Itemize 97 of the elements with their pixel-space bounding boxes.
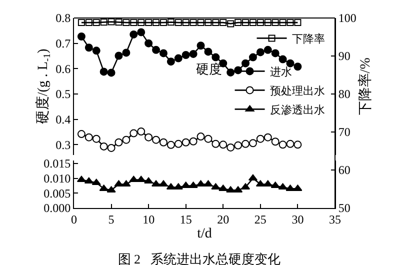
legend-title: 硬度: [196, 62, 222, 77]
point: [271, 49, 280, 58]
point: [242, 59, 250, 68]
point: [204, 48, 212, 56]
x-axis-title: t/d: [197, 226, 212, 242]
point: [248, 139, 257, 148]
point: [84, 44, 93, 52]
legend-label: 反渗透出水: [270, 103, 325, 116]
point: [189, 50, 198, 58]
point: [196, 132, 205, 141]
point: [196, 42, 205, 50]
y-tick-label: 0.6: [56, 62, 71, 76]
y-tick-label: 0.8: [56, 11, 71, 26]
point: [278, 55, 287, 64]
point: [114, 52, 123, 60]
point: [226, 68, 235, 76]
y2-tick-label: 90: [338, 49, 350, 64]
point: [77, 130, 86, 138]
point: [152, 136, 160, 144]
x-tick-label: 0: [71, 212, 77, 226]
point: [189, 137, 198, 146]
point: [174, 54, 182, 62]
point: [130, 129, 138, 138]
point: [166, 58, 175, 66]
point: [242, 140, 250, 148]
point: [144, 133, 153, 142]
y-tick-label: 0.7: [56, 36, 71, 51]
point: [152, 46, 160, 54]
point: [122, 136, 130, 144]
legend-label: 进水: [270, 65, 292, 78]
point: [144, 39, 153, 48]
point: [92, 178, 101, 186]
x-tick-label: 25: [254, 212, 266, 226]
point: [182, 138, 190, 146]
point: [122, 48, 130, 57]
x-tick-label: 10: [142, 212, 155, 226]
point: [100, 142, 108, 150]
y2-tick-label: 60: [338, 163, 350, 178]
point: [77, 32, 86, 40]
point: [159, 49, 168, 58]
point: [107, 68, 116, 77]
point: [212, 53, 220, 62]
x-tick-label: 30: [292, 212, 304, 226]
y-tick-label: 0.015: [44, 156, 71, 171]
point: [204, 134, 212, 143]
point: [264, 133, 272, 142]
legend-label: 下降率: [292, 32, 325, 46]
point: [271, 138, 280, 146]
point: [166, 140, 175, 149]
point: [84, 177, 94, 184]
point: [107, 144, 116, 152]
x-tick-label: 20: [217, 212, 230, 226]
point: [286, 140, 294, 148]
point: [226, 143, 235, 152]
point: [286, 59, 294, 68]
y-tick-label: 0.3: [56, 138, 71, 152]
text: 图 2 系统进出水总硬度变化: [118, 252, 280, 265]
x-tick-label: 15: [180, 212, 192, 226]
y2-tick-label: 50: [338, 201, 350, 216]
y-tick-label: 0.4: [56, 112, 71, 127]
point: [92, 134, 100, 143]
y2-axis-title: 下降率/%: [358, 57, 374, 116]
x-tick-label: 5: [108, 212, 114, 226]
y2-tick-label: 100: [338, 11, 356, 26]
point: [92, 46, 100, 55]
point: [130, 30, 138, 38]
y2-tick-label: 70: [338, 125, 350, 140]
point: [256, 48, 264, 56]
y-tick-label: 0.5: [56, 87, 71, 102]
point: [137, 28, 146, 36]
y-tick-label: 0.005: [44, 186, 71, 200]
point: [294, 140, 302, 149]
legend-label: 预处理出水: [270, 84, 325, 98]
point: [144, 177, 154, 184]
point: [212, 140, 220, 148]
y2-tick-label: 80: [338, 87, 350, 102]
point: [136, 176, 146, 182]
point: [256, 134, 264, 143]
y-tick-label: 0.000: [44, 201, 71, 216]
point: [100, 68, 108, 76]
point: [278, 140, 287, 149]
point: [159, 138, 168, 146]
point: [137, 127, 146, 136]
point: [129, 176, 138, 182]
point: [248, 53, 257, 62]
point: [182, 50, 190, 59]
point: [264, 46, 272, 54]
x-tick-label: 35: [329, 212, 341, 226]
point: [114, 138, 123, 146]
point: [84, 133, 93, 142]
point: [294, 62, 302, 71]
y-tick-label: 0.010: [44, 172, 71, 186]
point: [174, 140, 182, 148]
point: [248, 174, 258, 181]
point: [76, 176, 86, 182]
point: [219, 140, 228, 149]
point: [234, 141, 242, 150]
